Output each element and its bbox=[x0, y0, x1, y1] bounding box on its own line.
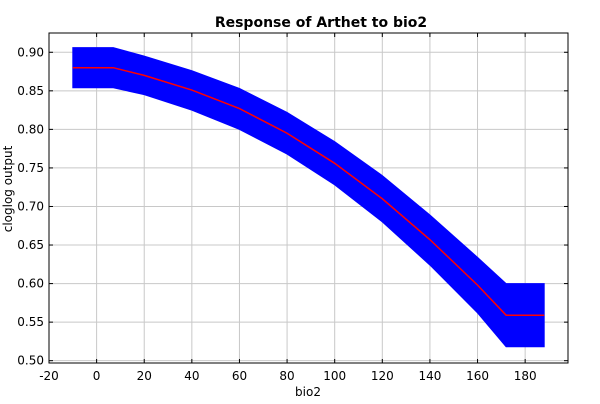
confidence-band bbox=[72, 47, 545, 348]
plot-frame bbox=[48, 32, 569, 364]
x-tick-label: 80 bbox=[279, 369, 294, 383]
y-tick-label: 0.55 bbox=[17, 315, 44, 329]
y-tick-label: 0.75 bbox=[17, 161, 44, 175]
response-line bbox=[72, 66, 545, 316]
y-tick-label: 0.65 bbox=[17, 238, 44, 252]
y-axis-label: cloglog output bbox=[1, 145, 15, 232]
x-tick-label: 180 bbox=[514, 369, 537, 383]
y-tick-label: 0.50 bbox=[17, 354, 44, 368]
y-tick-label: 0.80 bbox=[17, 122, 44, 136]
x-tick-label: 0 bbox=[93, 369, 101, 383]
y-tick-label: 0.60 bbox=[17, 277, 44, 291]
x-tick-label: 60 bbox=[232, 369, 247, 383]
x-tick-label: 160 bbox=[466, 369, 489, 383]
x-tick-label: 40 bbox=[184, 369, 199, 383]
x-tick-label: 100 bbox=[323, 369, 346, 383]
chart-title: Response of Arthet to bio2 bbox=[215, 15, 427, 31]
y-axis-ticks: 0.50 0.55 0.60 0.65 0.70 0.75 0.80 0.85 0.90 bbox=[17, 45, 568, 368]
x-tick-label: 140 bbox=[418, 369, 441, 383]
y-tick-label: 0.70 bbox=[17, 199, 44, 213]
response-curve bbox=[72, 66, 545, 316]
x-tick-label: -20 bbox=[39, 369, 59, 383]
x-axis-label: bio2 bbox=[295, 385, 321, 399]
confidence-band-area bbox=[72, 47, 545, 348]
x-tick-label: 120 bbox=[371, 369, 394, 383]
x-tick-label: 20 bbox=[137, 369, 152, 383]
y-tick-label: 0.85 bbox=[17, 84, 44, 98]
y-tick-label: 0.90 bbox=[17, 45, 44, 59]
